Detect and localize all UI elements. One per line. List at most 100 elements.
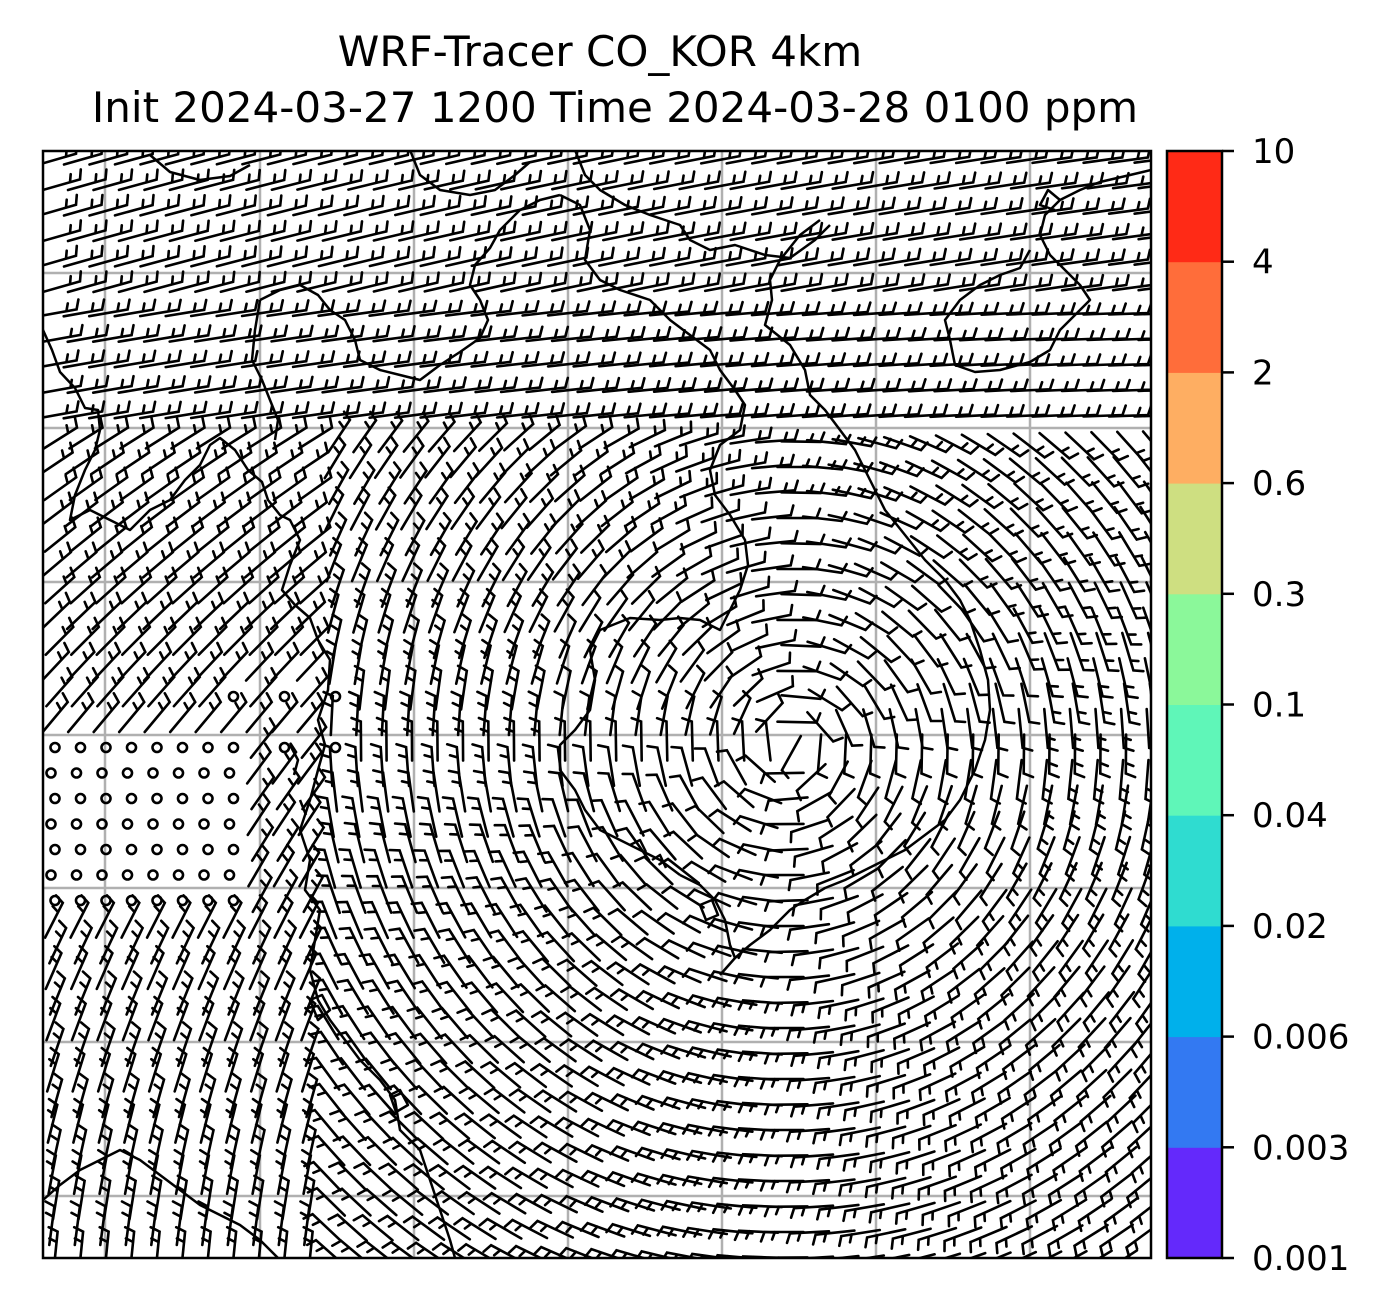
wind-barb xyxy=(956,810,976,857)
wind-barb xyxy=(300,666,329,708)
chart-title-line1: WRF-Tracer CO_KOR 4km xyxy=(337,27,863,76)
wind-barb xyxy=(918,1072,957,1102)
wind-barb xyxy=(814,921,856,945)
wind-barb xyxy=(249,1046,265,1093)
wind-barb xyxy=(996,733,1009,779)
wind-barb xyxy=(478,1165,523,1190)
wind-barb xyxy=(1134,1000,1151,1034)
wind-barb xyxy=(609,1196,656,1212)
wind-barb xyxy=(895,917,930,952)
wind-barb xyxy=(701,595,738,629)
wind-barb xyxy=(64,491,99,528)
wind-barb xyxy=(1071,682,1091,726)
calm-circle xyxy=(198,818,210,830)
wind-barb xyxy=(627,326,672,343)
wind-barb xyxy=(652,326,697,342)
wind-barb xyxy=(1031,197,1075,216)
wind-barb xyxy=(321,169,364,191)
wind-barb xyxy=(958,171,1003,190)
wind-barb xyxy=(70,616,101,656)
wind-barb xyxy=(604,515,638,554)
wind-barb xyxy=(96,666,125,708)
wind-barb xyxy=(759,1179,805,1192)
wind-barb xyxy=(654,518,691,552)
wind-barb xyxy=(151,1021,167,1068)
wind-barb xyxy=(842,733,855,779)
wind-barb xyxy=(346,769,364,813)
wind-barb xyxy=(277,868,299,914)
wind-barb xyxy=(828,613,874,632)
wind-barb xyxy=(621,772,648,812)
wind-barb xyxy=(856,759,873,806)
wind-barb xyxy=(95,616,126,656)
wind-barb xyxy=(601,540,632,580)
wind-barb xyxy=(317,350,361,369)
wind-barb xyxy=(945,1019,982,1053)
wind-barb xyxy=(607,907,649,936)
colorbar-band xyxy=(1167,925,1222,1038)
wind-barb xyxy=(854,611,899,636)
wind-barb xyxy=(1131,1103,1151,1134)
calm-circles xyxy=(45,690,342,907)
wind-barb xyxy=(776,352,821,368)
wind-barb xyxy=(273,1200,286,1247)
wind-barb xyxy=(678,422,720,447)
wind-barb xyxy=(94,466,129,502)
wind-barb xyxy=(868,918,906,950)
wind-barb xyxy=(883,536,929,558)
wind-barb xyxy=(821,842,859,873)
wind-barb xyxy=(556,563,582,607)
wind-barb xyxy=(838,1177,882,1197)
map-frame xyxy=(41,149,1153,1260)
wind-barb xyxy=(143,219,185,243)
wind-barb xyxy=(402,587,418,634)
wind-barb xyxy=(330,1056,367,1091)
wind-barb xyxy=(785,1127,831,1143)
colorbar-tick-label: 0.006 xyxy=(1252,1018,1349,1058)
wind-barb xyxy=(321,324,365,343)
wind-barb xyxy=(518,824,546,863)
wind-barb xyxy=(585,986,629,1012)
wind-barb xyxy=(574,440,609,476)
wind-barb xyxy=(703,272,747,293)
wind-barb xyxy=(827,760,849,805)
wind-barb xyxy=(452,412,483,453)
wind-barb xyxy=(623,402,668,419)
wind-barb xyxy=(250,1097,263,1144)
wind-barb xyxy=(244,375,289,394)
wind-barb xyxy=(962,657,991,697)
calm-circle xyxy=(147,869,159,881)
wind-barb xyxy=(529,1219,575,1239)
wind-barb xyxy=(980,197,1024,216)
wind-barb xyxy=(922,1046,961,1077)
wind-barb xyxy=(168,641,198,682)
wind-barb xyxy=(521,246,564,268)
wind-barb xyxy=(293,441,330,476)
wind-barb xyxy=(174,1097,187,1144)
wind-barb xyxy=(194,692,223,734)
wind-barb xyxy=(711,837,757,857)
wind-barb xyxy=(764,796,809,812)
wind-barb xyxy=(725,247,769,267)
wind-barb xyxy=(962,533,1003,563)
wind-barb xyxy=(583,1195,630,1213)
wind-barb xyxy=(327,410,352,454)
wind-barb xyxy=(449,169,491,191)
wind-barb xyxy=(116,591,148,631)
wind-barb xyxy=(418,822,443,864)
wind-barb xyxy=(931,837,956,881)
wind-barb xyxy=(806,589,853,602)
wind-barb xyxy=(505,638,519,685)
calm-circle xyxy=(45,869,57,881)
wind-barb xyxy=(943,1226,983,1253)
wind-barb xyxy=(245,742,273,785)
wind-barb xyxy=(963,583,1001,617)
wind-barb xyxy=(296,220,338,242)
wind-barb xyxy=(954,247,999,267)
wind-barb xyxy=(453,1216,497,1241)
wind-barb xyxy=(648,402,693,419)
wind-barb xyxy=(173,1046,188,1093)
wind-barb xyxy=(658,857,700,885)
wind-barb xyxy=(384,1031,422,1065)
wind-barb xyxy=(942,682,967,724)
